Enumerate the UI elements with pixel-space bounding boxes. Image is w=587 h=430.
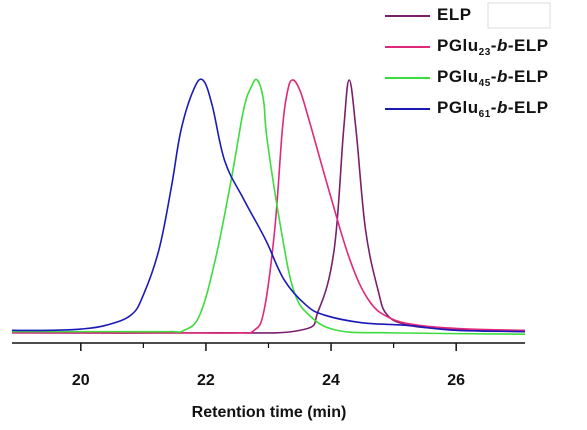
x-tick-label: 24 <box>322 372 340 389</box>
x-tick-label: 22 <box>197 372 215 389</box>
legend-blank-box <box>487 2 551 29</box>
legend: ELP PGlu23-b-ELP PGlu45-b-ELP PGlu61-b-ELP <box>385 5 549 120</box>
legend-label: ELP <box>437 5 472 24</box>
x-tick-label: 20 <box>72 372 90 389</box>
legend-label: PGlu23-b-ELP <box>437 36 549 57</box>
series-line <box>11 78 526 335</box>
legend-label: PGlu45-b-ELP <box>437 67 549 88</box>
series-line <box>11 78 526 333</box>
plot-area <box>11 78 526 335</box>
series-line <box>11 79 526 334</box>
x-axis-label: Retention time (min) <box>192 404 347 421</box>
legend-label: PGlu61-b-ELP <box>437 98 549 119</box>
series-line <box>12 79 526 334</box>
x-tick-label: 26 <box>447 372 465 389</box>
